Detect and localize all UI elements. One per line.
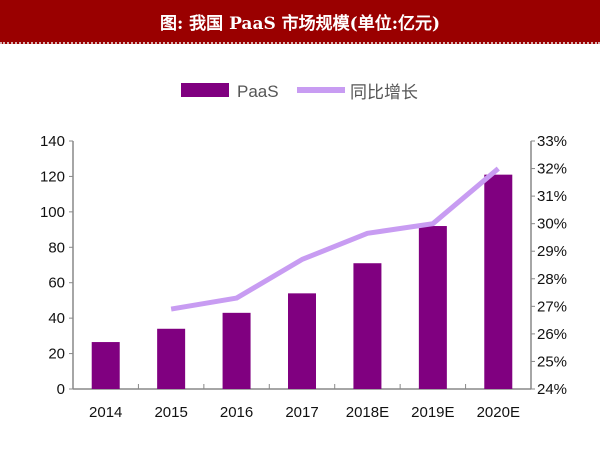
right-tick-label: 26% [537, 326, 567, 343]
title-banner: 图: 我国 PaaS 市场规模(单位:亿元) [0, 0, 600, 44]
legend: PaaS 同比增长 [181, 82, 418, 102]
x-tick-label: 2014 [89, 404, 122, 421]
left-tick-label: 60 [48, 275, 65, 292]
x-tick-label: 2018E [346, 404, 389, 421]
x-tick-label: 2017 [285, 404, 318, 421]
x-tick-label: 2020E [477, 404, 520, 421]
bar-2014 [91, 342, 120, 389]
bar-2018E [353, 263, 382, 389]
right-tick-label: 29% [537, 243, 567, 260]
left-tick-label: 40 [48, 310, 65, 327]
left-tick-label: 120 [40, 168, 65, 185]
right-tick-label: 27% [537, 298, 567, 315]
chart-title: 图: 我国 PaaS 市场规模(单位:亿元) [159, 13, 441, 34]
legend-swatch-growth [297, 87, 345, 93]
right-tick-label: 31% [537, 188, 567, 205]
right-tick-label: 30% [537, 216, 567, 233]
x-tick-label: 2016 [220, 404, 253, 421]
bar-2020E [484, 174, 513, 389]
right-tick-label: 25% [537, 353, 567, 370]
right-tick-label: 28% [537, 271, 567, 288]
left-tick-label: 140 [40, 133, 65, 150]
left-tick-label: 20 [48, 346, 65, 363]
right-tick-label: 32% [537, 161, 567, 178]
bar-2016 [222, 312, 251, 389]
bar-2017 [288, 293, 316, 389]
x-tick-label: 2015 [154, 404, 187, 421]
bar-2019E [418, 226, 447, 389]
left-tick-label: 100 [40, 204, 65, 221]
legend-swatch-paas [181, 83, 229, 97]
growth-line [170, 166, 500, 312]
left-tick-label: 80 [48, 239, 65, 256]
right-tick-label: 33% [537, 133, 567, 150]
left-tick-label: 0 [57, 381, 65, 398]
x-tick-label: 2019E [411, 404, 454, 421]
bar-2015 [157, 328, 186, 389]
right-tick-label: 24% [537, 381, 567, 398]
legend-label-paas: PaaS [237, 82, 279, 101]
legend-label-growth: 同比增长 [350, 83, 418, 102]
